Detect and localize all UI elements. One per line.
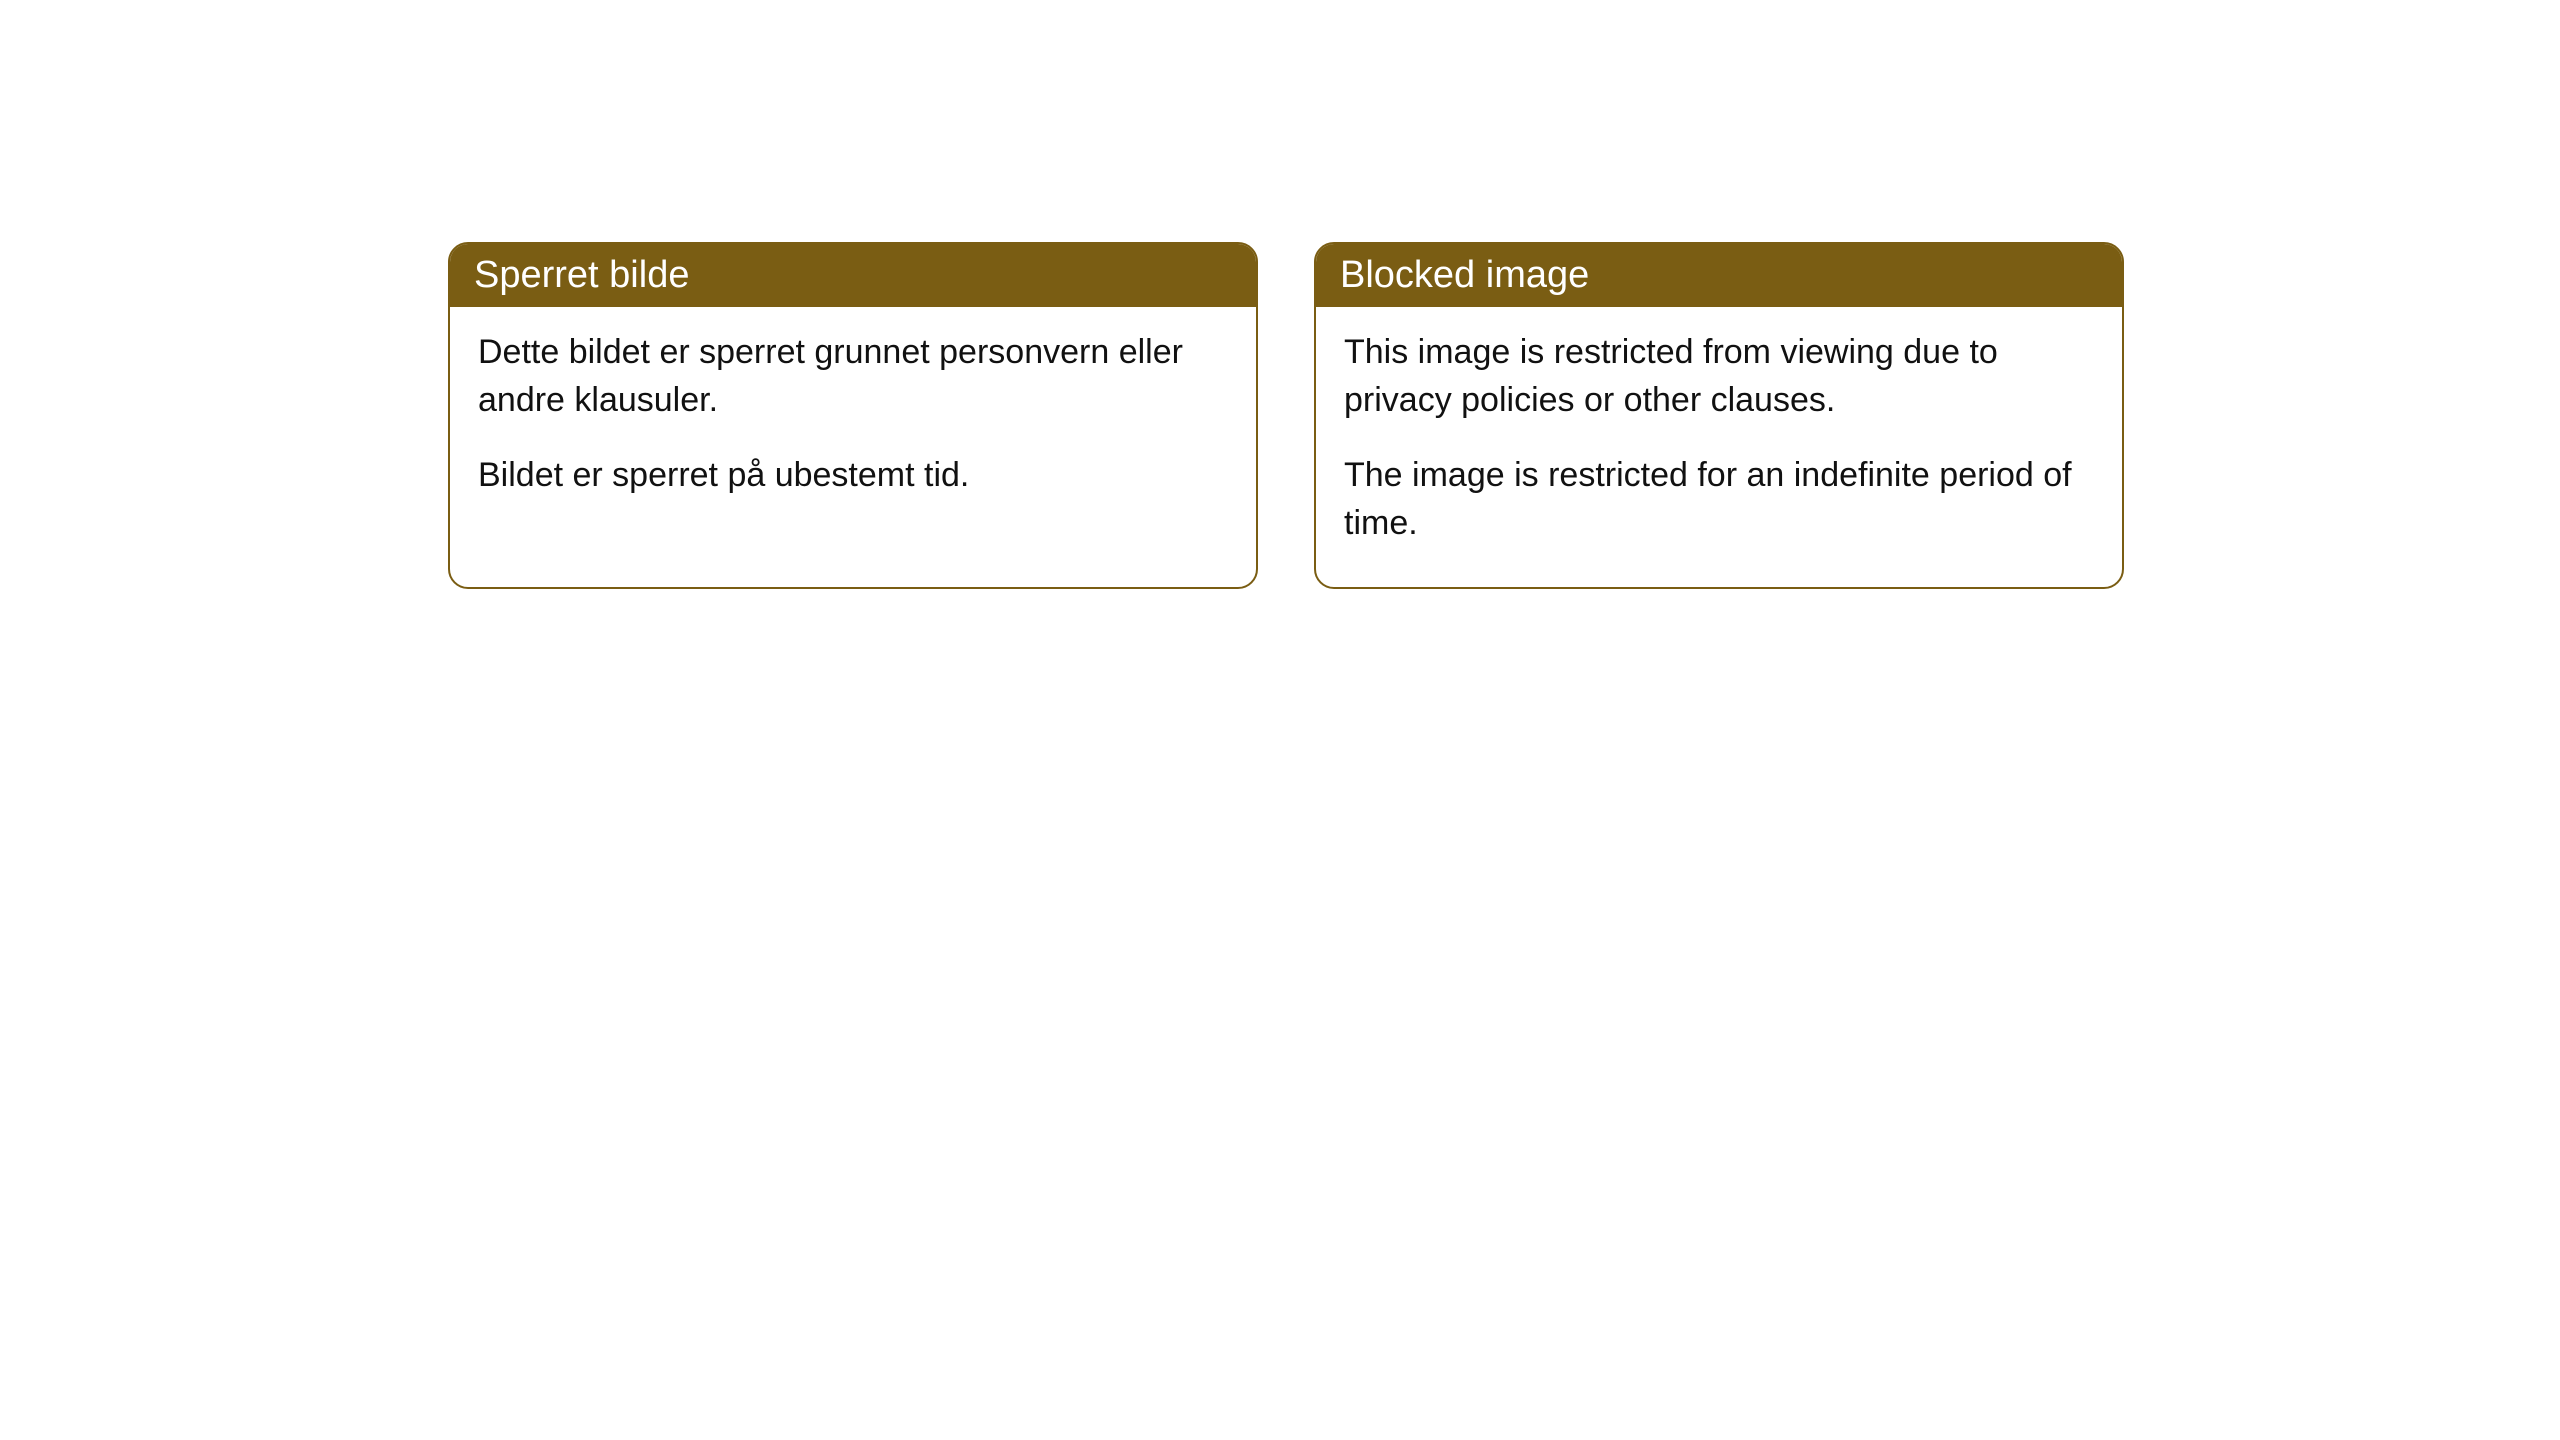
notice-text-1: Dette bildet er sperret grunnet personve… [478,329,1228,424]
norwegian-notice-card: Sperret bilde Dette bildet er sperret gr… [448,242,1258,589]
notice-text-2: The image is restricted for an indefinit… [1344,452,2094,547]
notice-text-1: This image is restricted from viewing du… [1344,329,2094,424]
notice-text-2: Bildet er sperret på ubestemt tid. [478,452,1228,500]
english-notice-card: Blocked image This image is restricted f… [1314,242,2124,589]
card-body: Dette bildet er sperret grunnet personve… [450,307,1256,540]
card-body: This image is restricted from viewing du… [1316,307,2122,587]
card-title: Sperret bilde [450,244,1256,307]
notice-cards-container: Sperret bilde Dette bildet er sperret gr… [448,242,2124,589]
card-title: Blocked image [1316,244,2122,307]
